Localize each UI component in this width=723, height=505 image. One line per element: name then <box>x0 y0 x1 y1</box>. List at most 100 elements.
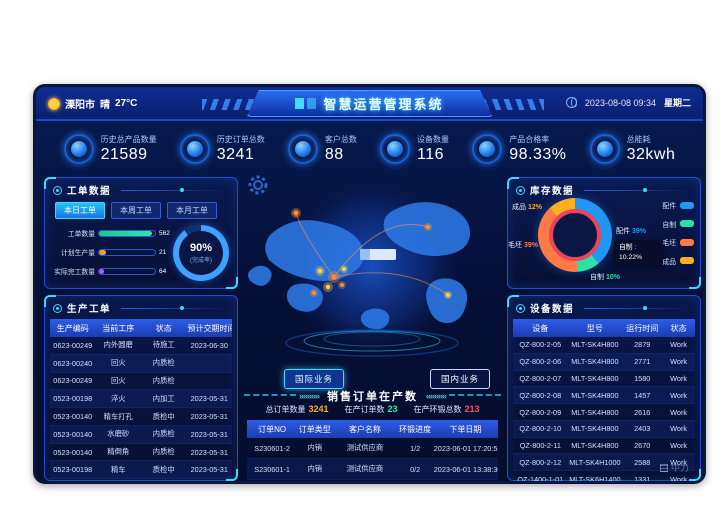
stat-label: 在产环锻总数 <box>413 405 462 414</box>
stat-value: 3241 <box>308 404 329 414</box>
stat-inproduction-orders: 在产订单数 23 <box>344 404 397 415</box>
bar-actual-finished: 实际完工数量 64 <box>53 266 173 276</box>
column-header: 客户名称 <box>332 420 398 438</box>
table-cell: 待施工 <box>141 337 187 355</box>
table-row: QZ-800-2-07 MLT-SK4H800 1580 Work <box>513 370 695 388</box>
table-cell: 0623-00249 <box>50 372 96 391</box>
datetime-block: 2023-08-08 09:34 星期二 <box>565 96 691 109</box>
table-cell: 精车打孔 <box>95 407 141 426</box>
sun-icon <box>48 97 60 110</box>
bar-label: 计划生产量 <box>61 250 95 257</box>
kpi-total-products: 历史总产品数量 21589 <box>63 134 157 164</box>
table-cell: 0523-00198 <box>50 460 96 480</box>
table-cell: 内外圆磨 <box>95 337 141 355</box>
slice-label-parts: 配件 39% <box>616 228 646 235</box>
datetime-label: 2023-08-08 09:34 <box>584 97 656 108</box>
table-cell: 2670 <box>622 437 663 455</box>
inventory-donut-chart[interactable] <box>538 198 612 272</box>
table-cell: 1331 <box>622 470 663 481</box>
legend-swatch <box>680 238 694 246</box>
slice-label-finished: 成品 12% <box>512 204 542 211</box>
kpi-value: 116 <box>417 146 445 163</box>
table-row: QZ-800-2-06 MLT-SK4H800 2771 Work <box>513 353 695 371</box>
chart-legend: 配件 自制 毛坯 成品 <box>662 200 694 266</box>
kpi-label: 历史总产品数量 <box>100 135 157 144</box>
title-line <box>121 187 229 192</box>
table-cell: 2023-06-01 17:20:53 <box>432 438 498 459</box>
work-order-tabs: 本日工单 本周工单 本月工单 <box>45 200 237 223</box>
panel-title: 设备数据 <box>508 296 700 318</box>
panel-title: 库存数据 <box>508 178 700 200</box>
work-order-body: 工单数量 562 计划生产量 21 实际完工数量 64 <box>45 223 237 283</box>
legend-item[interactable]: 自制 <box>662 219 694 229</box>
table-cell: QZ-800-2-09 <box>513 403 568 421</box>
dashboard-screen: 溧阳市 晴 27°C 智慧运营管理系统 2023-08-08 09:34 星期二… <box>33 84 706 484</box>
tab-week[interactable]: 本周工单 <box>111 202 161 219</box>
gear-icon <box>53 303 62 313</box>
tab-today[interactable]: 本日工单 <box>55 202 105 219</box>
table-cell: 2023-05-31 <box>186 460 232 480</box>
table-row: QZ-800-2-08 MLT-SK4H800 1457 Work <box>513 386 695 405</box>
kpi-row: 历史总产品数量 21589 历史订单总数 3241 客户总数 88 设备数量 116 产… <box>36 123 703 175</box>
chevrons-right-icon: »»»»» <box>298 391 320 401</box>
table-cell: 0523-00140 <box>50 443 96 462</box>
table-cell: MLT-SK4H800 <box>567 386 623 405</box>
weather-block: 溧阳市 晴 27°C <box>48 96 137 111</box>
production-table: 生产编码 当前工序 状态 预计交期时间 0623-00249 内外圆磨 待施工 2023-0… <box>50 319 232 481</box>
table-cell: 0/4 <box>397 479 433 481</box>
table-cell: 0523-00140 <box>50 425 96 444</box>
legend-item[interactable]: 成品 <box>662 256 694 266</box>
table-header-row: 生产编码 当前工序 状态 预计交期时间 <box>50 319 232 337</box>
kpi-label: 总能耗 <box>626 135 651 144</box>
legend-label: 配件 <box>662 203 676 210</box>
legend-swatch <box>680 201 694 209</box>
table-row: 0623-00240 回火 内质检 <box>50 354 232 373</box>
legend-item[interactable]: 配件 <box>662 200 694 210</box>
logo-watermark: 中力 <box>659 461 689 474</box>
table-cell: S230531-3 <box>247 479 298 481</box>
table-cell: 0623-00240 <box>50 354 96 373</box>
tab-month[interactable]: 本月工单 <box>167 202 217 219</box>
gear-icon <box>516 185 525 195</box>
table-cell: 2023-05-31 15:35:12 <box>432 479 498 481</box>
stat-value: 23 <box>387 404 398 414</box>
kpi-energy: 总能耗 32kwh <box>589 134 676 164</box>
table-row: S230531-3内销SD0/42023-05-31 15:35:12 <box>247 479 498 481</box>
globe-icon <box>565 97 577 108</box>
legend-swatch <box>680 220 694 227</box>
devices-table: 设备 型号 运行时间 状态 QZ-800-2-05 MLT-SK4H800 2879 Wor… <box>513 319 695 481</box>
column-header: 型号 <box>567 319 623 337</box>
kpi-label: 设备数量 <box>417 135 450 144</box>
legend-label: 毛坯 <box>662 240 676 247</box>
table-cell: MLT-SK4H800 <box>567 370 623 388</box>
table-cell: S230601-2 <box>247 438 298 459</box>
bar-track <box>98 229 156 237</box>
intl-business-button[interactable]: 国际业务 <box>284 369 345 389</box>
app-title-banner: 智慧运营管理系统 <box>246 90 493 117</box>
production-panel: 生产工单 生产编码 当前工序 状态 预计交期时间 0623-00249 内外圆磨 待施工 2… <box>44 295 238 481</box>
table-cell: 精车 <box>95 460 141 480</box>
table-cell: 0623-00249 <box>50 337 96 355</box>
table-cell: 回火 <box>95 478 141 481</box>
legend-item[interactable]: 毛坯 <box>662 237 694 247</box>
orders-table-wrap: 订单NO 订单类型 客户名称 环锻进度 下单日期 S230601-2 内销 测试供应商 1/2… <box>242 419 503 481</box>
bar-label: 工单数量 <box>67 231 95 238</box>
table-cell: Work <box>662 453 695 472</box>
bar-label: 实际完工数量 <box>54 269 95 276</box>
world-map <box>242 173 503 365</box>
legend-swatch <box>680 257 694 264</box>
table-row: QZ-800-2-09 MLT-SK4H800 2616 Work <box>513 403 695 421</box>
table-cell <box>186 372 232 391</box>
title-line <box>121 305 229 310</box>
chevrons-left-icon: ««««« <box>426 391 447 401</box>
kpi-value: 32kwh <box>626 146 676 163</box>
sales-title-row: »»»»» 销售订单在产数 ««««« <box>242 388 503 404</box>
domestic-business-button[interactable]: 国内业务 <box>430 369 491 389</box>
bar-value: 21 <box>159 248 167 256</box>
table-cell: 0523-00140 <box>50 407 96 426</box>
table-row: S230601-1 内销 测试供应商 0/2 2023-06-01 13:38:30 <box>247 458 498 480</box>
table-cell: 2588 <box>622 453 663 472</box>
orb-icon <box>179 134 210 164</box>
page-title: 智慧运营管理系统 <box>323 97 444 112</box>
work-orders-panel: 工单数据 本日工单 本周工单 本月工单 工单数量 562 计划生产量 21 <box>44 177 238 289</box>
